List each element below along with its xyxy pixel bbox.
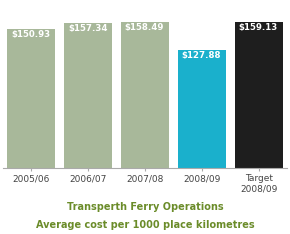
Text: $157.34: $157.34 <box>68 24 108 33</box>
Text: $150.93: $150.93 <box>11 30 50 39</box>
Bar <box>121 22 169 168</box>
Bar <box>235 22 283 168</box>
Bar <box>178 51 226 168</box>
Text: $127.88: $127.88 <box>182 51 221 60</box>
Bar <box>7 29 55 168</box>
Text: $158.49: $158.49 <box>125 23 164 32</box>
Text: $159.13: $159.13 <box>238 23 278 32</box>
Text: Average cost per 1000 place kilometres: Average cost per 1000 place kilometres <box>36 220 254 230</box>
Text: Transperth Ferry Operations: Transperth Ferry Operations <box>67 202 223 212</box>
Bar <box>64 23 112 168</box>
